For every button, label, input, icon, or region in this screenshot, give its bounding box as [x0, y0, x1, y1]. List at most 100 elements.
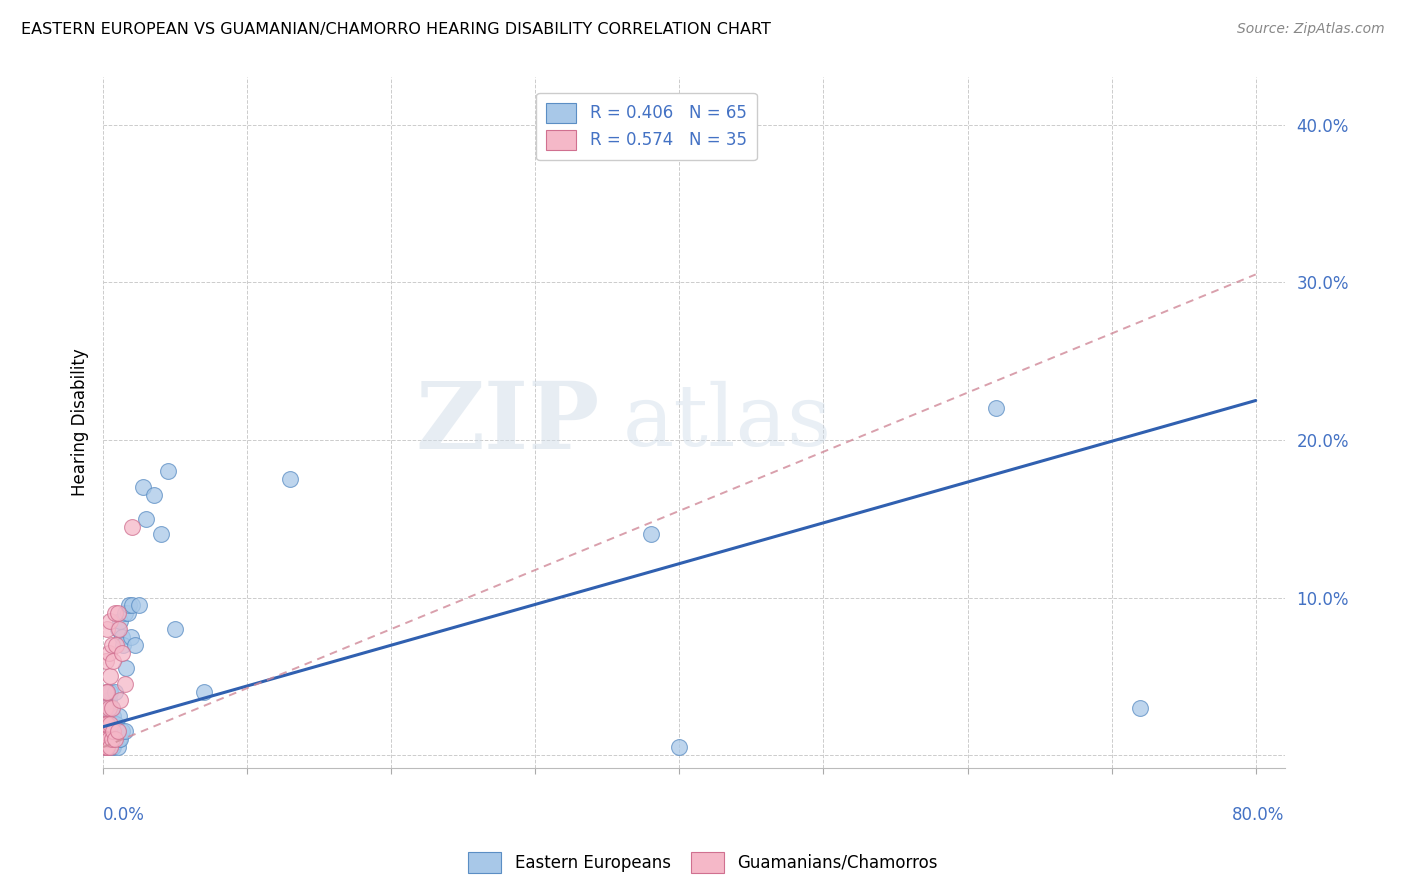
Point [93, 740, 115, 755]
Point [94, 732, 117, 747]
Text: Source: ZipAtlas.com: Source: ZipAtlas.com [1237, 22, 1385, 37]
Point [94, 732, 117, 747]
Point [97, 740, 120, 755]
Text: atlas: atlas [623, 381, 832, 464]
Point [97, 732, 120, 747]
Point [98, 740, 121, 755]
Point [112, 638, 135, 652]
Text: 80.0%: 80.0% [1232, 805, 1285, 823]
Point [94, 654, 117, 668]
Point [111, 724, 134, 739]
Point [108, 732, 131, 747]
Point [96, 685, 118, 699]
Point [97, 732, 120, 747]
Text: ZIP: ZIP [415, 377, 599, 467]
Point [94, 716, 117, 731]
Point [121, 599, 143, 613]
Point [93, 732, 115, 747]
Point [121, 519, 143, 533]
Point [104, 735, 127, 749]
Point [96, 716, 118, 731]
Point [110, 614, 132, 628]
Point [93, 724, 115, 739]
Point [94, 740, 117, 755]
Legend: Eastern Europeans, Guamanians/Chamorros: Eastern Europeans, Guamanians/Chamorros [461, 846, 945, 880]
Point [104, 685, 127, 699]
Point [1129, 701, 1152, 715]
Point [149, 527, 172, 541]
Point [111, 646, 134, 660]
Point [97, 716, 120, 731]
Point [100, 638, 122, 652]
Point [120, 630, 142, 644]
Point [94, 716, 117, 731]
Point [104, 732, 127, 747]
Point [117, 607, 139, 621]
Point [93, 701, 115, 715]
Point [96, 685, 118, 699]
Point [108, 708, 131, 723]
Point [93, 732, 115, 747]
Point [98, 716, 121, 731]
Point [156, 465, 179, 479]
Point [97, 701, 120, 715]
Point [128, 599, 150, 613]
Point [107, 740, 129, 755]
Point [100, 701, 122, 715]
Point [142, 488, 165, 502]
Point [96, 740, 118, 755]
Text: EASTERN EUROPEAN VS GUAMANIAN/CHAMORRO HEARING DISABILITY CORRELATION CHART: EASTERN EUROPEAN VS GUAMANIAN/CHAMORRO H… [21, 22, 770, 37]
Point [107, 607, 129, 621]
Point [96, 732, 118, 747]
Text: 0.0%: 0.0% [103, 805, 145, 823]
Legend: R = 0.406   N = 65, R = 0.574   N = 35: R = 0.406 N = 65, R = 0.574 N = 35 [537, 93, 756, 160]
Y-axis label: Hearing Disability: Hearing Disability [72, 349, 89, 497]
Point [105, 732, 128, 747]
Point [114, 677, 136, 691]
Point [640, 527, 662, 541]
Point [103, 724, 125, 739]
Point [105, 716, 128, 731]
Point [132, 480, 155, 494]
Point [96, 701, 118, 715]
Point [118, 599, 141, 613]
Point [110, 693, 132, 707]
Point [96, 716, 118, 731]
Point [108, 622, 131, 636]
Point [103, 654, 125, 668]
Point [98, 716, 121, 731]
Point [114, 724, 136, 739]
Point [104, 607, 127, 621]
Point [94, 685, 117, 699]
Point [94, 708, 117, 723]
Point [193, 685, 215, 699]
Point [100, 732, 122, 747]
Point [103, 724, 125, 739]
Point [100, 701, 122, 715]
Point [98, 732, 121, 747]
Point [107, 724, 129, 739]
Point [98, 685, 121, 699]
Point [97, 693, 120, 707]
Point [986, 401, 1008, 416]
Point [107, 622, 129, 636]
Point [98, 614, 121, 628]
Point [111, 630, 134, 644]
Point [93, 716, 115, 731]
Point [94, 724, 117, 739]
Point [104, 716, 127, 731]
Point [96, 622, 118, 636]
Point [280, 472, 302, 486]
Point [93, 716, 115, 731]
Point [105, 638, 128, 652]
Point [103, 740, 125, 755]
Point [124, 638, 146, 652]
Point [97, 646, 120, 660]
Point [103, 708, 125, 723]
Point [668, 740, 690, 755]
Point [98, 740, 121, 755]
Point [165, 622, 187, 636]
Point [135, 512, 157, 526]
Point [96, 740, 118, 755]
Point [110, 732, 132, 747]
